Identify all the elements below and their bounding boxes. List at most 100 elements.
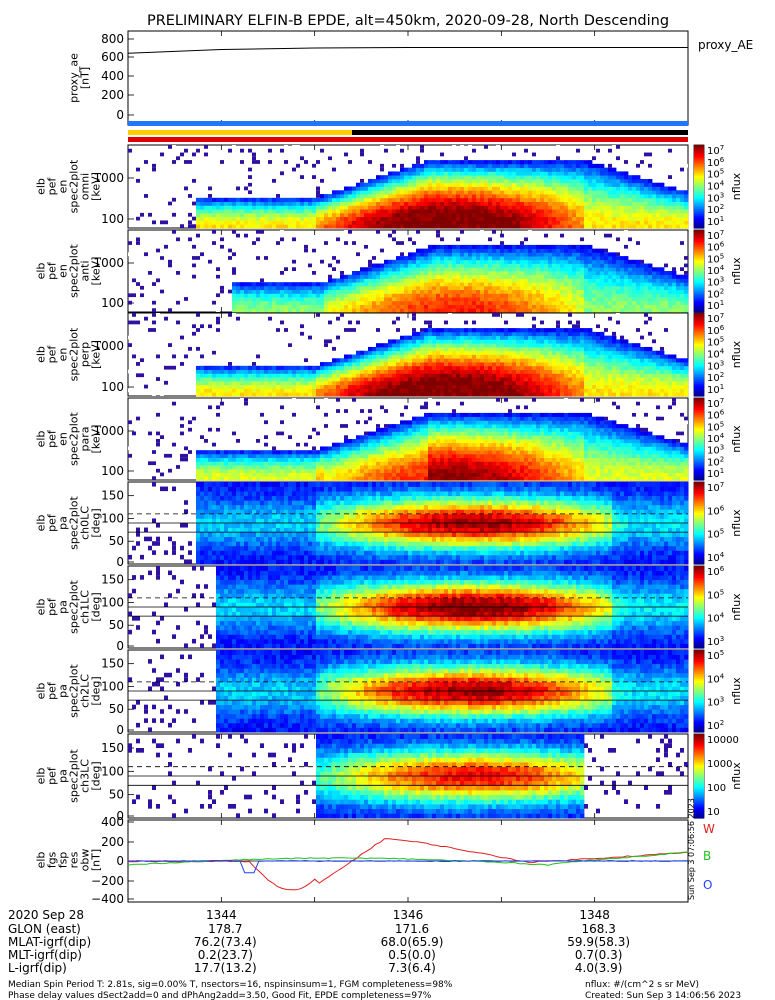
spec-1-cell [432, 248, 437, 253]
spec-0-cell [352, 201, 357, 206]
spec-1-cell [636, 278, 641, 283]
spec-1-cell [656, 285, 661, 291]
spec-1-cell [420, 282, 425, 287]
spec-1-noise [332, 233, 336, 238]
spec-1-cell [372, 308, 377, 313]
spec-1-cell [460, 267, 465, 272]
spec-1-cell [612, 267, 617, 272]
spec-1-cell [560, 244, 565, 250]
spec-1-cell [620, 259, 625, 264]
spec-1-cell [428, 252, 433, 257]
spec-0-cell [232, 224, 237, 229]
spec-0-cell [612, 194, 617, 199]
spec-1-cell [548, 278, 553, 283]
spec-1-noise [320, 259, 324, 264]
spec-2-cell [392, 350, 397, 355]
spec-0-cell [652, 224, 657, 229]
spec-0-cell [380, 201, 385, 206]
spec-2-noise [428, 324, 432, 329]
spec-0-cell [532, 224, 537, 229]
spec-2-cell [464, 362, 469, 367]
spec-1-cell [528, 289, 533, 294]
colorbar-s1-step [694, 284, 704, 287]
spec-0-cell [520, 216, 525, 221]
spec-0-cell [476, 186, 481, 191]
spec-1-cell [668, 293, 673, 298]
spec-0-cell [644, 190, 649, 195]
spec-1-noise [228, 256, 232, 260]
spec-1-cell [616, 259, 621, 264]
spec-0-cell [644, 178, 649, 184]
spec-0-cell [436, 190, 441, 195]
spec-0-cell [676, 194, 681, 199]
spec-1-cell [540, 274, 545, 279]
spec-2-cell [396, 354, 401, 359]
spec-0-cell [308, 209, 313, 214]
spec-1-cell [484, 274, 489, 279]
spec-0-cell [436, 209, 441, 214]
spec-1-cell [244, 304, 249, 309]
spec-1-cell [580, 256, 585, 261]
spec-2-cell [340, 373, 345, 378]
spec-0-cell [580, 171, 585, 176]
spec-2-cell [236, 384, 241, 389]
spec-2-cell [216, 388, 221, 393]
spec-0-cell [316, 216, 321, 221]
spec-1-cell [580, 259, 585, 264]
spec-2-cell [444, 343, 449, 348]
spec-1-cell [572, 244, 577, 250]
spec-0-cell [560, 209, 565, 214]
spec-0-cell [400, 212, 405, 218]
spec-0-cell [464, 209, 469, 214]
spec-1-cell [364, 285, 369, 291]
spec-1-noise [256, 256, 260, 260]
spec-0-cell [424, 182, 429, 187]
spec-2-cell [212, 365, 217, 370]
spec-0-cell [632, 201, 637, 206]
spec-0-cell [252, 205, 257, 210]
spec-0-noise [192, 216, 196, 221]
spec-0-cell [536, 175, 541, 180]
spec-1-cell [648, 289, 653, 294]
spec-0-cell [640, 197, 645, 202]
spec-2-cell [264, 392, 269, 397]
spec-0-cell [640, 224, 645, 229]
spec-0-cell [508, 167, 513, 172]
spec-0-cell [540, 216, 545, 221]
spec-1-noise [368, 263, 372, 268]
spec-1-cell [520, 259, 525, 264]
spec-1-cell [576, 263, 581, 268]
spec-2-cell [364, 388, 369, 393]
spec-0-noise [232, 182, 236, 187]
spec-0-cell [612, 197, 617, 202]
spec-0-cell [484, 197, 489, 202]
spec-2-noise [348, 328, 352, 332]
spec-0-cell [608, 186, 613, 191]
spec-1-cell [308, 304, 313, 309]
spec-1-cell [424, 293, 429, 298]
spec-1-cell [364, 289, 369, 294]
spec-1-cell [248, 300, 253, 305]
spec-1-cell [348, 308, 353, 313]
spec-0-cell [536, 224, 541, 229]
spec-2-cell [220, 388, 225, 393]
spec-1-noise [160, 244, 164, 249]
spec-2-cell [356, 373, 361, 378]
spec-1-cell [608, 282, 613, 287]
spec-0-cell [396, 182, 401, 187]
spec-2-cell [240, 369, 245, 374]
spec-0-cell [280, 205, 285, 210]
spec-2-cell [412, 377, 417, 382]
spec-1-cell [348, 297, 353, 302]
spec-0-cell [644, 205, 649, 210]
spec-1-cell [568, 274, 573, 279]
spec-0-cell [400, 197, 405, 202]
spec-2-cell [304, 365, 309, 370]
spec-1-cell [400, 256, 405, 261]
spec-0-cell [208, 205, 213, 210]
spec-1-noise [220, 274, 224, 279]
spec-1-noise [440, 237, 444, 242]
spec-0-cell [228, 224, 233, 229]
spec-0-cell [452, 160, 457, 165]
spec-2-cell [432, 339, 437, 344]
